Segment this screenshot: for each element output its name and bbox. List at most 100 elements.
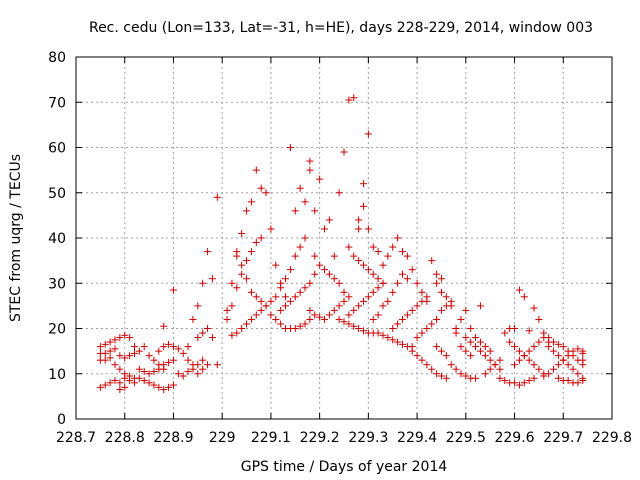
data-point [179,349,187,357]
data-point [106,354,114,362]
data-point [379,331,387,339]
data-point [243,320,251,328]
data-point [467,338,475,346]
data-point [96,343,104,351]
data-point [472,374,480,382]
data-point [515,356,523,364]
data-point [355,302,363,310]
data-point [228,331,236,339]
data-point [530,343,538,351]
data-point [525,347,533,355]
data-point [369,315,377,323]
data-point [530,361,538,369]
data-point [389,336,397,344]
x-tick-label: 229 [209,430,236,446]
data-point [243,275,251,283]
data-point [174,370,182,378]
data-point [267,297,275,305]
data-point [535,365,543,373]
data-point [267,225,275,233]
data-point [486,365,494,373]
y-tick-label: 30 [48,276,66,292]
data-point [525,377,533,385]
data-point [359,180,367,188]
data-point [272,315,280,323]
data-point [462,372,470,380]
data-point [428,365,436,373]
data-point [472,343,480,351]
data-point [545,343,553,351]
plot-frame [75,56,613,420]
data-point [413,302,421,310]
data-point [481,370,489,378]
data-point [252,293,260,301]
data-point [496,365,504,373]
grid-lines [76,57,612,419]
data-point [311,270,319,278]
data-point [296,243,304,251]
x-tick-label: 229.7 [543,430,583,446]
data-point [364,266,372,274]
data-point [277,284,285,292]
data-point [233,248,241,256]
data-point [535,315,543,323]
data-point [433,315,441,323]
x-tick-label: 229.8 [592,430,632,446]
data-point [169,343,177,351]
data-point [106,338,114,346]
data-point [515,381,523,389]
data-point [550,338,558,346]
data-point [520,293,528,301]
data-point [379,279,387,287]
data-point [530,374,538,382]
data-point [540,372,548,380]
x-tick-label: 229.6 [494,430,534,446]
data-point [501,377,509,385]
data-point [345,320,353,328]
data-point [379,261,387,269]
data-point [286,144,294,151]
data-point [194,361,202,369]
data-point [564,347,572,355]
data-point [423,325,431,332]
data-point [121,383,129,391]
data-point [486,356,494,364]
data-point [116,365,124,373]
data-point [389,325,397,332]
data-point [345,96,353,104]
data-point [306,315,314,323]
data-point [345,311,353,319]
data-point [286,266,294,274]
data-point [174,345,182,353]
data-point [355,225,363,233]
data-point [257,297,265,305]
data-point [116,386,124,394]
x-tick-label: 229.3 [348,430,388,446]
data-point [111,361,119,369]
data-point [165,383,173,391]
data-point [277,320,285,328]
data-point [325,311,333,319]
data-point [121,354,129,362]
data-point [291,252,299,260]
data-point [252,166,260,174]
data-point [569,365,577,373]
data-point [501,329,509,337]
y-tick-label: 60 [48,141,66,157]
data-point [101,349,109,357]
data-point [574,356,582,364]
data-point [442,293,450,301]
data-point [228,279,236,287]
data-point [437,306,445,314]
data-point [467,325,475,332]
data-point [116,379,124,387]
data-point [511,325,519,332]
x-axis-title: GPS time / Days of year 2014 [241,459,448,475]
data-point [413,334,421,342]
data-point [130,379,138,387]
data-point [369,288,377,296]
y-axis-title: STEC from uqrg / TECUs [8,154,24,322]
data-point [457,315,465,323]
data-point [345,243,353,251]
